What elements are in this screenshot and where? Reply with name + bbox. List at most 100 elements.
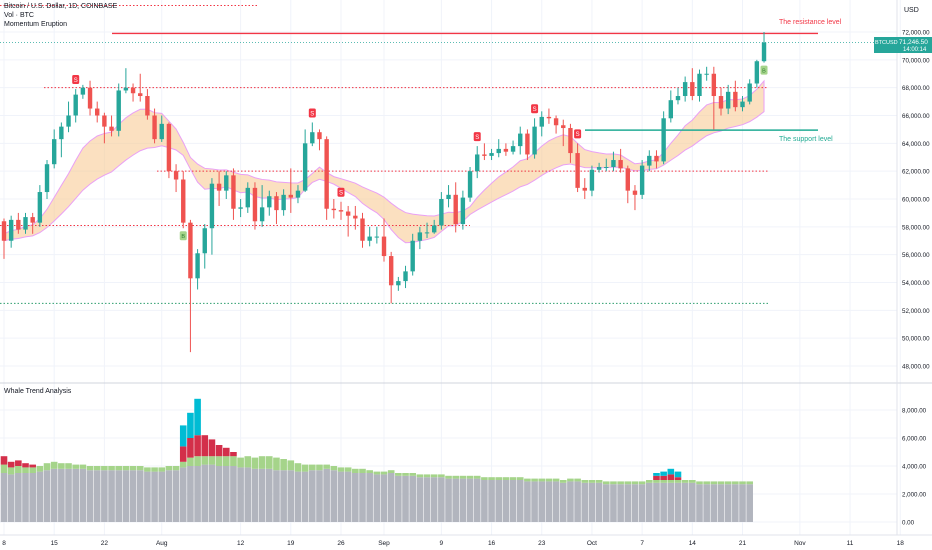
candle-body[interactable]: [95, 108, 100, 116]
candle-body[interactable]: [367, 236, 372, 241]
candle-body[interactable]: [245, 187, 250, 208]
candle-body[interactable]: [539, 116, 544, 127]
candle-body[interactable]: [353, 215, 358, 219]
candle-body[interactable]: [16, 219, 21, 230]
candle-body[interactable]: [252, 187, 258, 222]
candle-body[interactable]: [675, 96, 681, 101]
candle-body[interactable]: [80, 87, 86, 95]
candle-body[interactable]: [525, 133, 530, 155]
candle-body[interactable]: [388, 256, 394, 286]
candle-body[interactable]: [30, 217, 35, 223]
candle-body[interactable]: [489, 153, 494, 156]
candle-body[interactable]: [130, 87, 136, 94]
candle-body[interactable]: [589, 169, 595, 191]
candle-body[interactable]: [553, 118, 559, 126]
candle-body[interactable]: [317, 132, 322, 140]
candle-body[interactable]: [116, 90, 121, 131]
candle-body[interactable]: [345, 211, 351, 216]
candle-body[interactable]: [654, 155, 659, 162]
candle-body[interactable]: [310, 132, 315, 144]
candle-body[interactable]: [331, 208, 337, 211]
candle-body[interactable]: [561, 125, 566, 129]
candle-body[interactable]: [475, 154, 480, 172]
candle-body[interactable]: [87, 87, 93, 109]
candle-body[interactable]: [410, 240, 415, 272]
candle-body[interactable]: [747, 83, 752, 102]
candle-body[interactable]: [138, 93, 143, 97]
candle-body[interactable]: [711, 73, 717, 97]
candle-body[interactable]: [281, 194, 286, 211]
candle-body[interactable]: [446, 194, 451, 199]
candle-body[interactable]: [8, 219, 14, 241]
candle-body[interactable]: [467, 171, 473, 198]
candle-body[interactable]: [618, 160, 623, 169]
candle-body[interactable]: [324, 139, 329, 209]
candle-body[interactable]: [546, 116, 552, 119]
volume-legend[interactable]: Vol · BTC: [4, 12, 34, 19]
candle-body[interactable]: [209, 183, 215, 229]
candle-body[interactable]: [44, 164, 50, 193]
candle-body[interactable]: [682, 82, 688, 97]
candle-body[interactable]: [611, 160, 616, 167]
candle-body[interactable]: [432, 225, 437, 233]
candle-body[interactable]: [496, 148, 501, 154]
candle-body[interactable]: [145, 96, 150, 116]
candle-body[interactable]: [639, 165, 645, 195]
candle-body[interactable]: [59, 126, 64, 140]
candle-body[interactable]: [173, 171, 179, 180]
candle-body[interactable]: [302, 143, 308, 191]
candle-body[interactable]: [202, 228, 207, 254]
candle-body[interactable]: [482, 154, 487, 156]
candle-body[interactable]: [518, 133, 523, 147]
candle-body[interactable]: [503, 148, 509, 152]
candle-body[interactable]: [568, 128, 573, 154]
candle-body[interactable]: [259, 207, 265, 222]
candle-body[interactable]: [403, 271, 408, 282]
candle-body[interactable]: [274, 196, 279, 211]
candle-body[interactable]: [733, 91, 738, 108]
candle-body[interactable]: [718, 96, 724, 109]
candle-body[interactable]: [73, 94, 78, 116]
candle-body[interactable]: [439, 199, 444, 226]
currency-label[interactable]: USD: [904, 7, 919, 14]
candle-body[interactable]: [575, 153, 580, 188]
candle-body[interactable]: [181, 179, 186, 223]
candle-body[interactable]: [596, 166, 602, 170]
candle-body[interactable]: [123, 87, 129, 91]
candle-body[interactable]: [740, 101, 745, 108]
candle-body[interactable]: [295, 190, 301, 198]
symbol-legend[interactable]: Bitcoin / U.S. Dollar, 1D, COINBASE: [4, 3, 118, 10]
candle-body[interactable]: [697, 73, 702, 97]
candle-body[interactable]: [396, 281, 401, 286]
candle-body[interactable]: [632, 190, 638, 195]
whale-legend[interactable]: Whale Trend Analysis: [4, 388, 72, 395]
candle-body[interactable]: [510, 146, 516, 152]
candle-body[interactable]: [647, 155, 652, 166]
candle-body[interactable]: [109, 126, 114, 131]
candle-body[interactable]: [661, 118, 666, 162]
candle-body[interactable]: [460, 197, 466, 225]
candle-body[interactable]: [668, 100, 674, 119]
candle-body[interactable]: [1, 221, 7, 241]
candle-body[interactable]: [338, 210, 344, 212]
candle-body[interactable]: [374, 236, 380, 238]
candle-body[interactable]: [381, 236, 387, 257]
candle-body[interactable]: [216, 183, 222, 191]
candle-body[interactable]: [582, 187, 587, 191]
candle-body[interactable]: [166, 123, 172, 172]
candle-body[interactable]: [224, 175, 229, 191]
candle-body[interactable]: [188, 222, 193, 279]
indicator-legend[interactable]: Momentum Eruption: [4, 21, 68, 28]
candle-body[interactable]: [66, 115, 71, 127]
candle-body[interactable]: [231, 175, 236, 209]
candle-body[interactable]: [704, 73, 709, 75]
candle-body[interactable]: [754, 61, 760, 84]
candle-body[interactable]: [159, 123, 164, 140]
candle-body[interactable]: [102, 115, 107, 127]
candle-body[interactable]: [288, 194, 293, 198]
candle-body[interactable]: [23, 217, 28, 230]
candle-body[interactable]: [532, 126, 537, 155]
candle-body[interactable]: [417, 232, 423, 241]
candle-body[interactable]: [424, 232, 430, 234]
